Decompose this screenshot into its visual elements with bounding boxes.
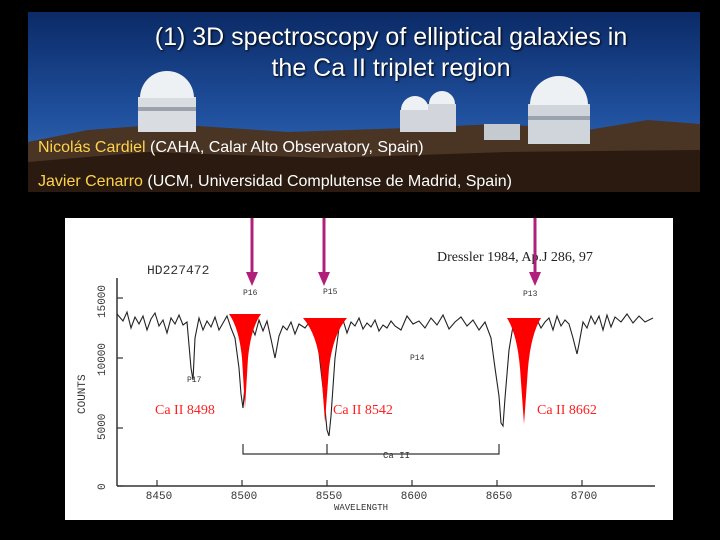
x-tick-label: 8650 bbox=[486, 491, 512, 503]
y-axis-label: COUNTS bbox=[77, 374, 89, 414]
author-name: Nicolás Cardiel bbox=[38, 139, 146, 156]
paschen-label: P14 bbox=[410, 354, 425, 363]
author-affiliation: (CAHA, Calar Alto Observatory, Spain) bbox=[145, 139, 424, 156]
paschen-label: P17 bbox=[187, 376, 202, 385]
y-tick-label: 5000 bbox=[97, 414, 109, 440]
x-axis-label: WAVELENGTH bbox=[334, 503, 388, 513]
paschen-label: P16 bbox=[243, 289, 258, 298]
paschen-label: P13 bbox=[523, 290, 538, 299]
caii-bracket-label: Ca II bbox=[383, 451, 410, 461]
reference-label: Dressler 1984, Ap.J 286, 97 bbox=[437, 250, 593, 265]
author-line-2: Javier Cenarro (UCM, Universidad Complut… bbox=[38, 173, 512, 191]
author-line-1: Nicolás Cardiel (CAHA, Calar Alto Observ… bbox=[38, 139, 424, 157]
caii-line-marker bbox=[303, 318, 347, 422]
caii-line-marker bbox=[507, 318, 541, 424]
y-tick-label: 10000 bbox=[97, 343, 109, 376]
x-tick-label: 8700 bbox=[571, 491, 597, 503]
slide-title: (1) 3D spectroscopy of elliptical galaxi… bbox=[28, 22, 720, 84]
caii-bracket bbox=[242, 444, 500, 455]
title-line-2: the Ca II triplet region bbox=[271, 54, 511, 82]
x-tick-label: 8550 bbox=[316, 491, 342, 503]
caii-line-marker bbox=[229, 314, 261, 408]
x-tick-label: 8600 bbox=[401, 491, 427, 503]
x-tick-label: 8500 bbox=[231, 491, 257, 503]
author-name: Javier Cenarro bbox=[38, 173, 143, 190]
y-tick-label: 0 bbox=[97, 483, 109, 490]
caii-line-label: Ca II 8542 bbox=[333, 403, 393, 418]
caii-line-label: Ca II 8498 bbox=[155, 403, 215, 418]
paschen-label: P15 bbox=[323, 288, 338, 297]
star-label: HD227472 bbox=[147, 263, 209, 278]
spectrum-trace bbox=[116, 310, 654, 437]
x-tick-label: 8450 bbox=[146, 491, 172, 503]
author-affiliation: (UCM, Universidad Complutense de Madrid,… bbox=[142, 173, 512, 190]
spectrum-figure: 0 5000 10000 15000 COUNTS 8450 8500 8550… bbox=[65, 218, 673, 520]
caii-line-label: Ca II 8662 bbox=[537, 403, 597, 418]
title-line-1: (1) 3D spectroscopy of elliptical galaxi… bbox=[154, 23, 628, 51]
y-tick-label: 15000 bbox=[97, 285, 109, 318]
observatory-photo bbox=[28, 12, 700, 192]
